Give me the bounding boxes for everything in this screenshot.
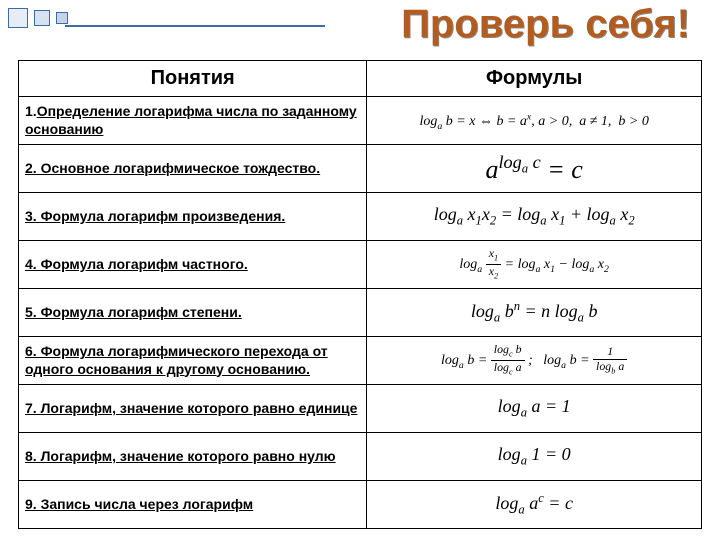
concept-cell: 3. Формула логарифм произведения.	[19, 193, 367, 241]
header-left: Понятия	[19, 61, 367, 97]
deco-square	[8, 8, 28, 28]
concept-cell: 5. Формула логарифм степени.	[19, 289, 367, 337]
formula-cell: loga x1x2 = loga x1 + loga x2	[367, 193, 702, 241]
concept-cell: 9. Запись числа через логарифм	[19, 481, 367, 529]
formula-cell: aloga c = c	[367, 145, 702, 193]
formulas-table: Понятия Формулы 1.Определение логарифма …	[18, 60, 702, 529]
formula-cell: loga ac = c	[367, 481, 702, 529]
formula-cell: loga b = x ⇔ b = ax, a > 0, a ≠ 1, b > 0	[367, 97, 702, 145]
concept-cell: 6. Формула логарифмического перехода от …	[19, 337, 367, 385]
header-right: Формулы	[367, 61, 702, 97]
concept-cell: 1.Определение логарифма числа по заданно…	[19, 97, 367, 145]
concept-cell: 8. Логарифм, значение которого равно нул…	[19, 433, 367, 481]
table-row: 1.Определение логарифма числа по заданно…	[19, 97, 702, 145]
concept-cell: 4. Формула логарифм частного.	[19, 241, 367, 289]
table-body: 1.Определение логарифма числа по заданно…	[19, 97, 702, 529]
decoration-squares	[8, 8, 68, 28]
page-title: Проверь себя!	[401, 2, 690, 47]
concept-cell: 7. Логарифм, значение которого равно еди…	[19, 385, 367, 433]
table-row: 3. Формула логарифм произведения.loga x1…	[19, 193, 702, 241]
table-row: 5. Формула логарифм степени.loga bn = n …	[19, 289, 702, 337]
formula-cell: loga bn = n loga b	[367, 289, 702, 337]
formula-cell: loga b = logc blogc a ; loga b = 1logb a	[367, 337, 702, 385]
table-row: 4. Формула логарифм частного.loga x1x2 =…	[19, 241, 702, 289]
table-row: 7. Логарифм, значение которого равно еди…	[19, 385, 702, 433]
formula-cell: loga x1x2 = loga x1 − loga x2	[367, 241, 702, 289]
decoration-bar	[65, 25, 325, 27]
formula-cell: loga 1 = 0	[367, 433, 702, 481]
table-row: 9. Запись числа через логарифмloga ac = …	[19, 481, 702, 529]
deco-square	[34, 10, 50, 26]
formula-cell: loga a = 1	[367, 385, 702, 433]
table-row: 6. Формула логарифмического перехода от …	[19, 337, 702, 385]
deco-square	[56, 12, 68, 24]
table-row: 2. Основное логарифмическое тождество.al…	[19, 145, 702, 193]
table-row: 8. Логарифм, значение которого равно нул…	[19, 433, 702, 481]
concept-cell: 2. Основное логарифмическое тождество.	[19, 145, 367, 193]
